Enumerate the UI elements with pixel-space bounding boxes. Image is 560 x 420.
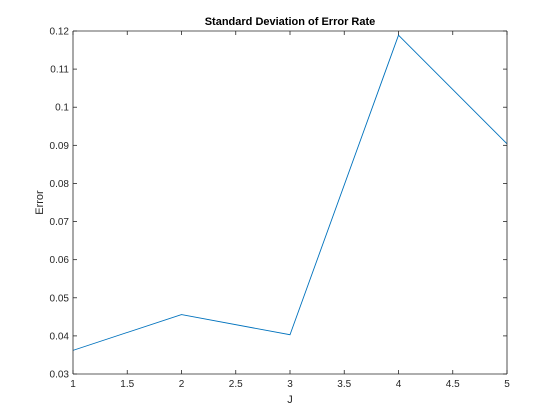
x-tick-label: 2: [179, 379, 185, 390]
x-tick-label: 3: [287, 379, 293, 390]
x-axis-label: J: [287, 394, 293, 406]
y-tick-label: 0.08: [50, 179, 70, 190]
y-tick-label: 0.05: [50, 293, 70, 304]
x-tick-label: 3.5: [337, 379, 351, 390]
plot-area: [73, 31, 507, 374]
series-line-1: [72, 34, 508, 351]
x-tick-label: 2.5: [229, 379, 243, 390]
y-tick-label: 0.11: [50, 65, 69, 76]
y-tick-label: 0.1: [55, 103, 69, 114]
y-tick-label: 0.06: [50, 255, 70, 266]
chart-title: Standard Deviation of Error Rate: [205, 16, 376, 28]
y-axis-label: Error: [34, 190, 46, 215]
x-tick-label: 5: [504, 379, 510, 390]
y-tick-label: 0.09: [50, 141, 70, 152]
y-tick-label: 0.12: [50, 27, 70, 38]
x-tick-label: 1.5: [120, 379, 134, 390]
x-tick-label: 4.5: [446, 379, 460, 390]
y-tick-label: 0.07: [50, 217, 70, 228]
x-tick-label: 4: [396, 379, 402, 390]
y-tick-label: 0.03: [50, 370, 70, 381]
x-tick-label: 1: [70, 379, 76, 390]
y-tick-label: 0.04: [50, 331, 70, 342]
